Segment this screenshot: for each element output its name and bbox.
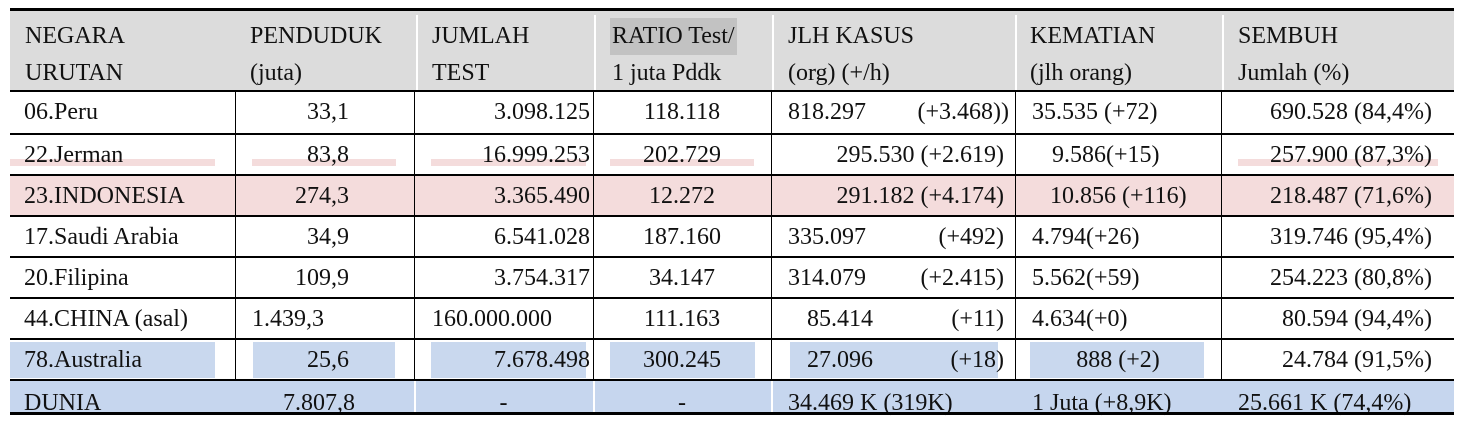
header-kematian: KEMATIAN (jlh orang): [1030, 23, 1156, 86]
cell-penduduk: 25,6: [307, 347, 349, 373]
cell-kematian: 10.856 (+116): [1050, 183, 1187, 209]
cell-jumlah: 3.754.317: [494, 265, 590, 291]
cell-jumlah: 3.365.490: [494, 183, 590, 209]
header-penduduk: PENDUDUK (juta): [250, 23, 382, 86]
cell-ratio: 111.163: [643, 306, 721, 332]
cell-ratio: 34.147: [649, 265, 715, 291]
cell-kematian: 35.535 (+72): [1032, 99, 1158, 125]
cell-penduduk: 83,8: [307, 142, 349, 168]
cell-ratio: 187.160: [643, 224, 721, 250]
cell-kasus: 85.414: [807, 306, 873, 332]
cell-sembuh: 218.487 (71,6%): [1270, 183, 1432, 209]
table-bottom-border: [10, 412, 1454, 415]
cell-sembuh: 25.661 K (74,4%): [1238, 390, 1412, 416]
cell-kasus: 27.096: [807, 347, 873, 373]
table-row-jerman: 22.Jerman 83,8 16.999.253 202.729 295.53…: [10, 133, 1454, 176]
table-row-china: 44.CHINA (asal) 1.439,3 160.000.000 111.…: [10, 297, 1454, 340]
cell-jumlah: 16.999.253: [482, 142, 590, 168]
cell-penduduk: 109,9: [295, 265, 349, 291]
cell-negara: 22.Jerman: [24, 142, 124, 168]
cell-negara: DUNIA: [24, 390, 102, 416]
cell-jumlah: -: [499, 390, 508, 416]
cell-kematian: 5.562(+59): [1032, 265, 1140, 291]
cell-kasus: 291.182 (+4.174): [836, 183, 1004, 209]
cell-kasus-delta: (+3.468)): [917, 99, 1009, 125]
cell-ratio: 202.729: [643, 142, 721, 168]
cell-kasus: 335.097: [788, 224, 866, 250]
cell-negara: 78.Australia: [24, 347, 142, 373]
cell-kasus-delta: (+2.415): [920, 265, 1004, 291]
cell-penduduk: 1.439,3: [252, 306, 324, 332]
cell-penduduk: 34,9: [307, 224, 349, 250]
cell-jumlah: 3.098.125: [494, 99, 590, 125]
cell-kasus: 295.530 (+2.619): [836, 142, 1004, 168]
header-negara: NEGARA URUTAN: [25, 23, 125, 86]
table-top-border: [10, 8, 1454, 11]
cell-ratio: 118.118: [643, 99, 721, 125]
cell-penduduk: 7.807,8: [283, 390, 355, 416]
table-row-australia: 78.Australia 25,6 7.678.498 300.245 27.0…: [10, 338, 1454, 381]
cell-kasus: 818.297: [788, 99, 866, 125]
header-ratio: RATIO Test/1 juta Pddk: [610, 18, 737, 92]
cell-negara: 23.INDONESIA: [24, 183, 185, 209]
cell-sembuh: 24.784 (91,5%): [1282, 347, 1432, 373]
cell-negara: 06.Peru: [24, 99, 98, 125]
cell-kematian: 9.586(+15): [1052, 142, 1160, 168]
table-row-peru: 06.Peru 33,1 3.098.125 118.118 818.297 (…: [10, 90, 1454, 133]
cell-sembuh: 80.594 (94,4%): [1282, 306, 1432, 332]
cell-kasus-delta: (+18): [950, 347, 1004, 373]
cell-ratio: 300.245: [643, 347, 721, 373]
cell-penduduk: 33,1: [307, 99, 349, 125]
cell-kematian: 888 (+2): [1076, 347, 1160, 373]
cell-kematian: 4.794(+26): [1032, 224, 1140, 250]
cell-negara: 17.Saudi Arabia: [24, 224, 179, 250]
covid-statistics-table: NEGARA URUTAN PENDUDUK (juta) JUMLAH TEST R…: [10, 8, 1454, 416]
header-jumlah-test: JUMLAH TEST: [432, 23, 530, 86]
cell-sembuh: 254.223 (80,8%): [1270, 265, 1432, 291]
cell-kasus: 314.079: [788, 265, 866, 291]
cell-sembuh: 257.900 (87,3%): [1270, 142, 1432, 168]
cell-kasus: 34.469 K (319K): [788, 390, 953, 416]
cell-penduduk: 274,3: [295, 183, 349, 209]
cell-kasus-delta: (+492): [938, 224, 1004, 250]
cell-ratio: 12.272: [649, 183, 715, 209]
cell-sembuh: 319.746 (95,4%): [1270, 224, 1432, 250]
table-row-indonesia: 23.INDONESIA 274,3 3.365.490 12.272 291.…: [10, 174, 1454, 217]
table-row-filipina: 20.Filipina 109,9 3.754.317 34.147 314.0…: [10, 256, 1454, 299]
cell-jumlah: 7.678.498: [494, 347, 590, 373]
header-kasus: JLH KASUS (org) (+/h): [788, 23, 915, 86]
cell-kematian: 1 Juta (+8,9K): [1032, 390, 1172, 416]
cell-negara: 44.CHINA (asal): [24, 306, 188, 332]
table-row-saudi-arabia: 17.Saudi Arabia 34,9 6.541.028 187.160 3…: [10, 215, 1454, 258]
table-header: NEGARA URUTAN PENDUDUK (juta) JUMLAH TEST R…: [10, 11, 1454, 90]
header-sembuh: SEMBUH Jumlah (%): [1238, 23, 1350, 86]
table-row-dunia: DUNIA 7.807,8 - - 34.469 K (319K) 1 Juta…: [10, 379, 1454, 416]
cell-kasus-delta: (+11): [951, 306, 1004, 332]
cell-jumlah: 160.000.000: [432, 306, 552, 332]
cell-kematian: 4.634(+0): [1032, 306, 1128, 332]
cell-jumlah: 6.541.028: [494, 224, 590, 250]
cell-ratio: -: [678, 390, 686, 416]
cell-sembuh: 690.528 (84,4%): [1270, 99, 1432, 125]
cell-negara: 20.Filipina: [24, 265, 129, 291]
